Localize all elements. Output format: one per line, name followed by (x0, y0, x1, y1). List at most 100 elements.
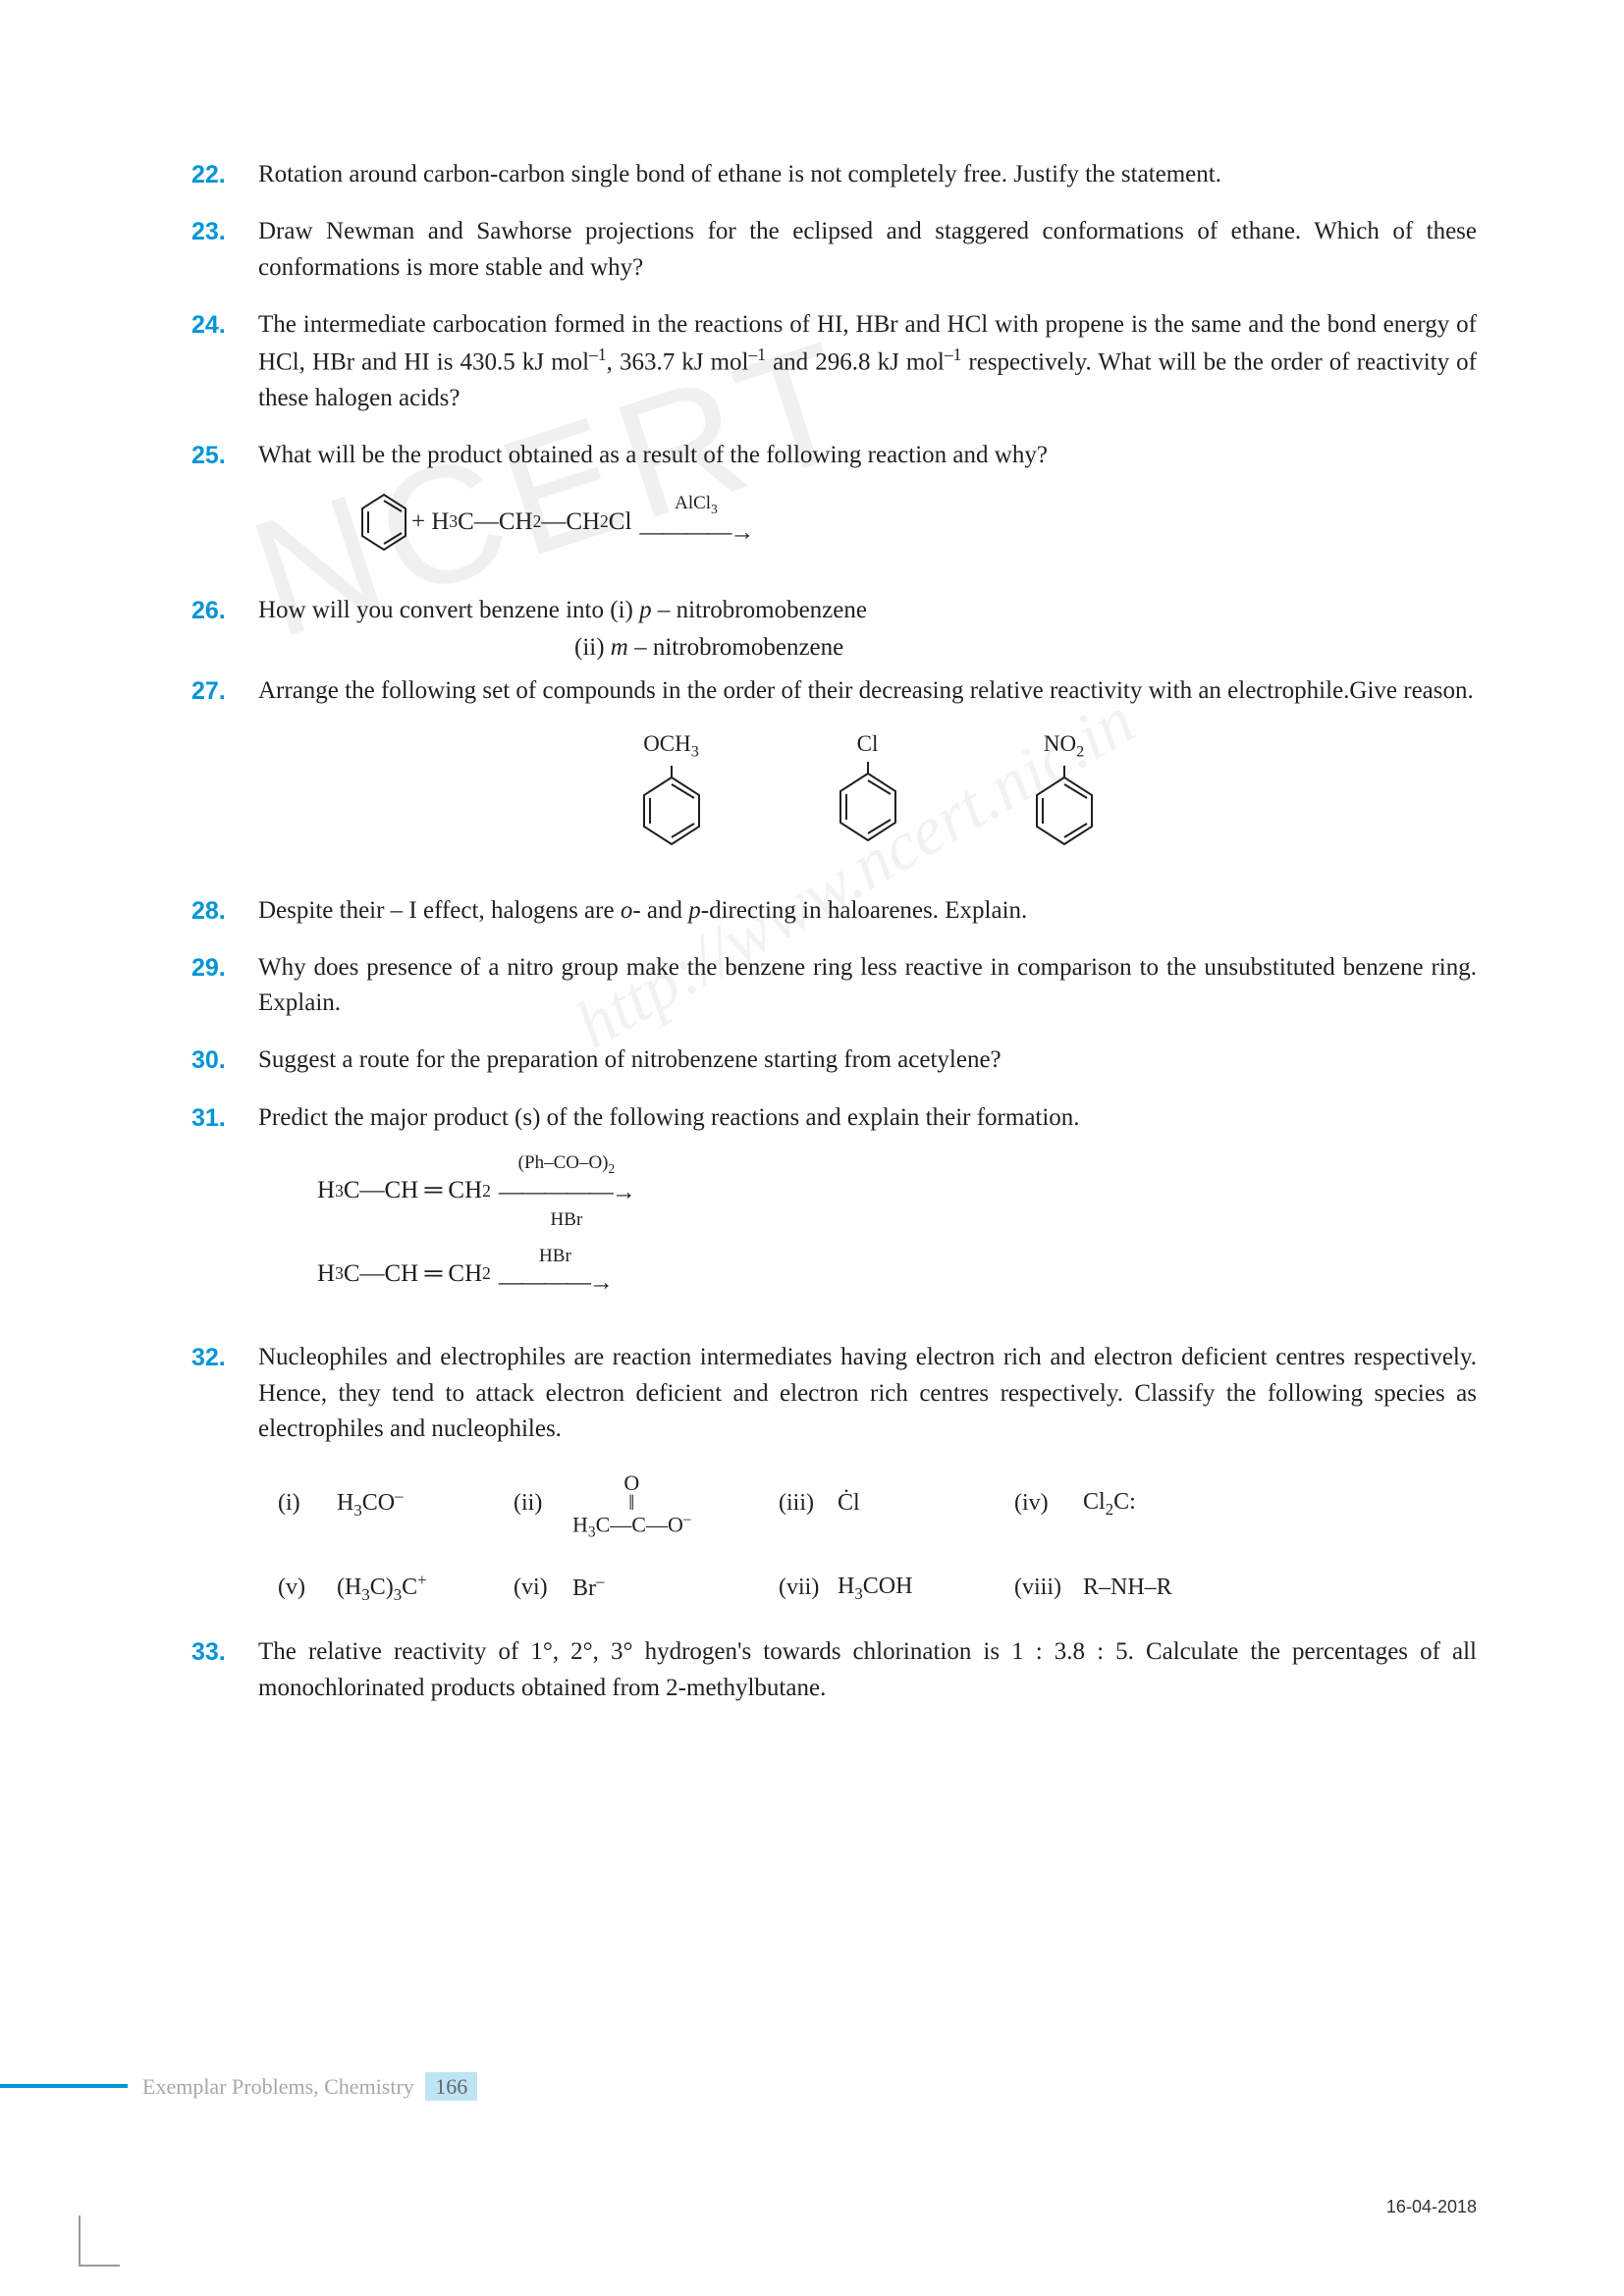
benzene-icon (356, 491, 411, 554)
species-grid: (i) H3CO– (ii) O ‖ H3C—C—O– (iii) Ċl (iv… (278, 1467, 1477, 1607)
qtext: Rotation around carbon-carbon single bon… (258, 157, 1477, 192)
page-content: 22. Rotation around carbon-carbon single… (0, 0, 1624, 1806)
species: H3COH (838, 1570, 1014, 1606)
qtext: Despite their – I effect, halogens are o… (258, 893, 1477, 929)
question-32: 32. Nucleophiles and electrophiles are r… (191, 1340, 1477, 1607)
t: H (317, 1173, 335, 1208)
t: HBr (551, 1210, 583, 1229)
species: H3CO– (337, 1484, 514, 1522)
qnum: 29. (191, 950, 258, 1022)
species: Br– (572, 1570, 779, 1606)
question-28: 28. Despite their – I effect, halogens a… (191, 893, 1477, 929)
question-26-line2: (ii) m – nitrobromobenzene (574, 634, 1477, 662)
reaction: + H3C—CH2—CH2Cl AlCl3 ————→ (356, 491, 1477, 554)
qnum: 30. (191, 1042, 258, 1078)
label: (i) (278, 1486, 337, 1521)
t: —CH (541, 505, 600, 540)
qnum: 24. (191, 307, 258, 416)
qnum: 28. (191, 893, 258, 929)
page-footer: Exemplar Problems, Chemistry 166 (142, 2074, 477, 2100)
label: (v) (278, 1571, 337, 1605)
question-26: 26. How will you convert benzene into (i… (191, 593, 1477, 628)
species: Ċl (838, 1486, 1014, 1521)
t: + H (411, 505, 449, 540)
species: Cl2C: (1083, 1485, 1240, 1522)
question-33: 33. The relative reactivity of 1°, 2°, 3… (191, 1634, 1477, 1706)
t: Cl (857, 727, 879, 760)
t: – nitrobromobenzene (652, 597, 867, 623)
t: (ii) (574, 634, 611, 661)
question-30: 30. Suggest a route for the preparation … (191, 1042, 1477, 1078)
question-23: 23. Draw Newman and Sawhorse projections… (191, 214, 1477, 286)
qtext: Predict the major product (s) of the fol… (258, 1100, 1477, 1319)
benzene-icon (632, 766, 711, 854)
t: (Ph–CO–O) (518, 1152, 609, 1173)
t: Predict the major product (s) of the fol… (258, 1104, 1080, 1131)
question-27: 27. Arrange the following set of compoun… (191, 673, 1477, 871)
qtext: How will you convert benzene into (i) p … (258, 593, 1477, 628)
species: (H3C)3C+ (337, 1569, 514, 1607)
question-24: 24. The intermediate carbocation formed … (191, 307, 1477, 416)
qtext: What will be the product obtained as a r… (258, 438, 1477, 571)
t: AlCl (675, 493, 711, 513)
footer-text: Exemplar Problems, Chemistry (142, 2074, 414, 2099)
t: -directing in haloarenes. Explain. (701, 897, 1028, 924)
struct-och3: OCH3 (632, 727, 711, 854)
t: p (639, 597, 652, 623)
struct-cl: Cl (829, 727, 907, 854)
t: C—CH ═ CH (344, 1173, 482, 1208)
t: and 296.8 kJ mol (766, 348, 945, 375)
corner-mark (79, 2216, 120, 2267)
label: (iv) (1014, 1486, 1083, 1521)
t: C—CH ═ CH (344, 1256, 482, 1292)
label: (ii) (514, 1486, 572, 1521)
t: HBr (539, 1247, 571, 1265)
reactions: H3C—CH ═ CH2 (Ph–CO–O)2 —————→ HBr H3C—C… (317, 1153, 1477, 1302)
t: NO (1044, 731, 1076, 756)
label: (vi) (514, 1571, 572, 1605)
qnum: 33. (191, 1634, 258, 1706)
label: (viii) (1014, 1571, 1083, 1605)
page-number: 166 (425, 2072, 477, 2101)
t: p (688, 897, 701, 924)
benzene-icon (829, 762, 907, 850)
t: o (621, 897, 633, 924)
t: Nucleophiles and electrophiles are react… (258, 1344, 1477, 1442)
qtext: Nucleophiles and electrophiles are react… (258, 1340, 1477, 1607)
t: - and (632, 897, 688, 924)
qnum: 23. (191, 214, 258, 286)
question-31: 31. Predict the major product (s) of the… (191, 1100, 1477, 1319)
t: Cl (609, 505, 632, 540)
qtext: Draw Newman and Sawhorse projections for… (258, 214, 1477, 286)
question-25: 25. What will be the product obtained as… (191, 438, 1477, 571)
t: Despite their – I effect, halogens are (258, 897, 621, 924)
struct-no2: NO2 (1025, 727, 1104, 854)
qtext: The relative reactivity of 1°, 2°, 3° hy… (258, 1634, 1477, 1706)
qnum: 27. (191, 673, 258, 871)
benzene-icon (1025, 766, 1104, 854)
t: – nitrobromobenzene (628, 634, 843, 661)
label: (iii) (779, 1486, 838, 1521)
structures: OCH3 Cl NO2 (258, 727, 1477, 854)
qtext: Arrange the following set of compounds i… (258, 673, 1477, 871)
species: R–NH–R (1083, 1571, 1240, 1605)
t: How will you convert benzene into (i) (258, 597, 639, 623)
label: (vii) (779, 1571, 838, 1605)
t: H (317, 1256, 335, 1292)
t: C—CH (458, 505, 532, 540)
t: OCH (643, 731, 691, 756)
question-22: 22. Rotation around carbon-carbon single… (191, 157, 1477, 192)
qtext: The intermediate carbocation formed in t… (258, 307, 1477, 416)
qnum: 31. (191, 1100, 258, 1319)
t: What will be the product obtained as a r… (258, 442, 1048, 468)
qnum: 22. (191, 157, 258, 192)
species: O ‖ H3C—C—O– (572, 1467, 779, 1539)
question-29: 29. Why does presence of a nitro group m… (191, 950, 1477, 1022)
t: Arrange the following set of compounds i… (258, 677, 1474, 704)
date-stamp: 16-04-2018 (1386, 2197, 1477, 2217)
qtext: Suggest a route for the preparation of n… (258, 1042, 1477, 1078)
qnum: 26. (191, 593, 258, 628)
qnum: 32. (191, 1340, 258, 1607)
qnum: 25. (191, 438, 258, 571)
t: , 363.7 kJ mol (607, 348, 749, 375)
